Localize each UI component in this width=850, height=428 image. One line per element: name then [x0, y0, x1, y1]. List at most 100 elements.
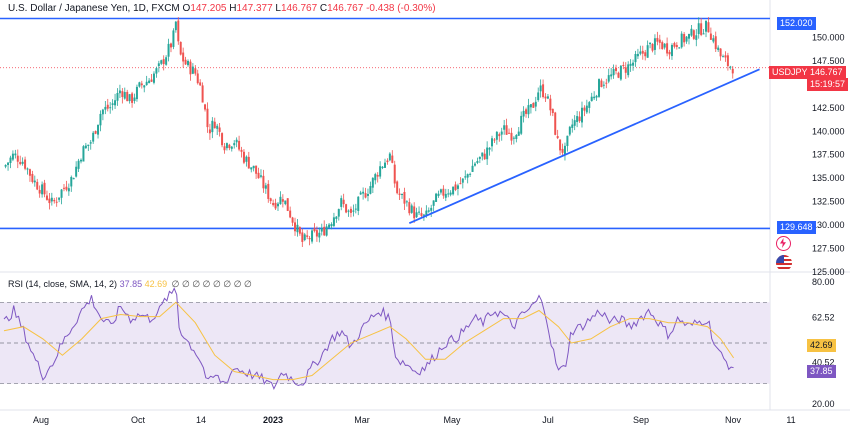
candle-body: [403, 191, 406, 204]
candle-body: [335, 216, 338, 219]
candle-body: [337, 209, 340, 217]
candle-body: [418, 211, 421, 213]
candle-body: [702, 33, 705, 35]
candle-body: [289, 210, 292, 218]
candle-body: [26, 168, 29, 170]
candle-body: [384, 162, 386, 168]
candle-body: [82, 146, 85, 162]
candle-body: [415, 212, 418, 218]
candle-body: [328, 224, 331, 228]
candle-body: [381, 166, 384, 168]
candle-body: [298, 227, 301, 234]
candle-body: [464, 176, 467, 178]
resistance-price-tag: 152.020: [777, 17, 816, 30]
candle-body: [690, 28, 693, 36]
candle-body: [687, 33, 690, 39]
support-price-tag: 129.648: [777, 221, 816, 234]
trendline-layer[interactable]: [408, 68, 760, 225]
candle-body: [653, 38, 656, 50]
rsi-value-tag: 37.85: [807, 365, 836, 378]
candle-body: [126, 91, 129, 102]
candle-body: [131, 93, 134, 103]
time-tick-label: Aug: [33, 415, 49, 425]
candle-body: [583, 107, 586, 111]
candle-body: [354, 208, 357, 210]
candle-body: [225, 143, 228, 149]
candle-body: [33, 180, 36, 183]
candle-body: [143, 85, 146, 88]
candle-body: [41, 184, 44, 195]
open-value: 147.205: [190, 3, 227, 14]
candle-body: [624, 67, 627, 73]
candle-body: [685, 36, 688, 42]
candle-body: [45, 195, 48, 200]
close-label: C: [319, 3, 328, 14]
candle-body: [649, 42, 652, 45]
price-tick-label: 130.000: [812, 220, 845, 230]
candle-body: [425, 210, 428, 216]
candle-body: [432, 200, 435, 206]
candle-body: [396, 181, 399, 194]
candle-body: [174, 21, 177, 31]
candle-body: [349, 208, 352, 213]
candle-body: [201, 85, 204, 103]
rsi-label: RSI (14, close, SMA, 14, 2): [8, 279, 118, 289]
candle-body: [712, 38, 715, 42]
candle-body: [38, 189, 41, 194]
candle-body: [532, 102, 535, 108]
candle-body: [369, 186, 372, 194]
candles-layer[interactable]: [4, 17, 734, 247]
candle-body: [145, 81, 148, 86]
candle-body: [420, 213, 423, 216]
lightning-icon[interactable]: [776, 236, 791, 251]
candle-body: [106, 104, 109, 109]
candle-body: [398, 193, 401, 195]
low-label: L: [275, 3, 281, 14]
candle-body: [491, 138, 494, 147]
candle-body: [84, 145, 87, 149]
candle-body: [646, 45, 649, 58]
candle-body: [683, 34, 686, 43]
candle-body: [123, 92, 126, 99]
candle-body: [62, 187, 65, 189]
candle-body: [670, 44, 673, 57]
candle-body: [544, 96, 547, 99]
candle-body: [602, 84, 605, 86]
candle-body: [673, 43, 676, 47]
price-tick-label: 142.500: [812, 103, 845, 113]
rsi-panel[interactable]: [0, 287, 770, 390]
candle-body: [165, 57, 168, 65]
candle-body: [593, 96, 596, 99]
rsi-tick-label: 20.00: [812, 399, 835, 409]
candle-body: [235, 139, 238, 143]
candle-body: [128, 94, 131, 102]
candle-body: [187, 60, 190, 66]
candle-body: [527, 105, 530, 115]
candle-body: [549, 98, 552, 111]
candle-body: [393, 164, 396, 184]
candle-body: [379, 166, 382, 177]
rsi-tick-label: 40.52: [812, 357, 835, 367]
candle-body: [31, 173, 34, 182]
candle-body: [661, 42, 664, 50]
candle-body: [362, 191, 365, 194]
candle-body: [666, 43, 669, 54]
us-flag-icon[interactable]: [776, 255, 792, 271]
candle-body: [296, 224, 299, 233]
candle-body: [401, 193, 404, 195]
candle-body: [644, 52, 647, 57]
candle-body: [11, 153, 14, 160]
candle-body: [724, 55, 727, 58]
trendline: [408, 68, 760, 225]
candle-body: [386, 160, 389, 163]
candle-body: [700, 23, 703, 35]
candle-body: [58, 197, 61, 200]
candle-body: [87, 144, 90, 146]
candle-body: [9, 157, 12, 164]
price-tick-label: 132.500: [812, 197, 845, 207]
candle-body: [619, 65, 622, 80]
candle-body: [430, 207, 433, 211]
candle-body: [590, 96, 593, 102]
candle-body: [615, 67, 618, 71]
